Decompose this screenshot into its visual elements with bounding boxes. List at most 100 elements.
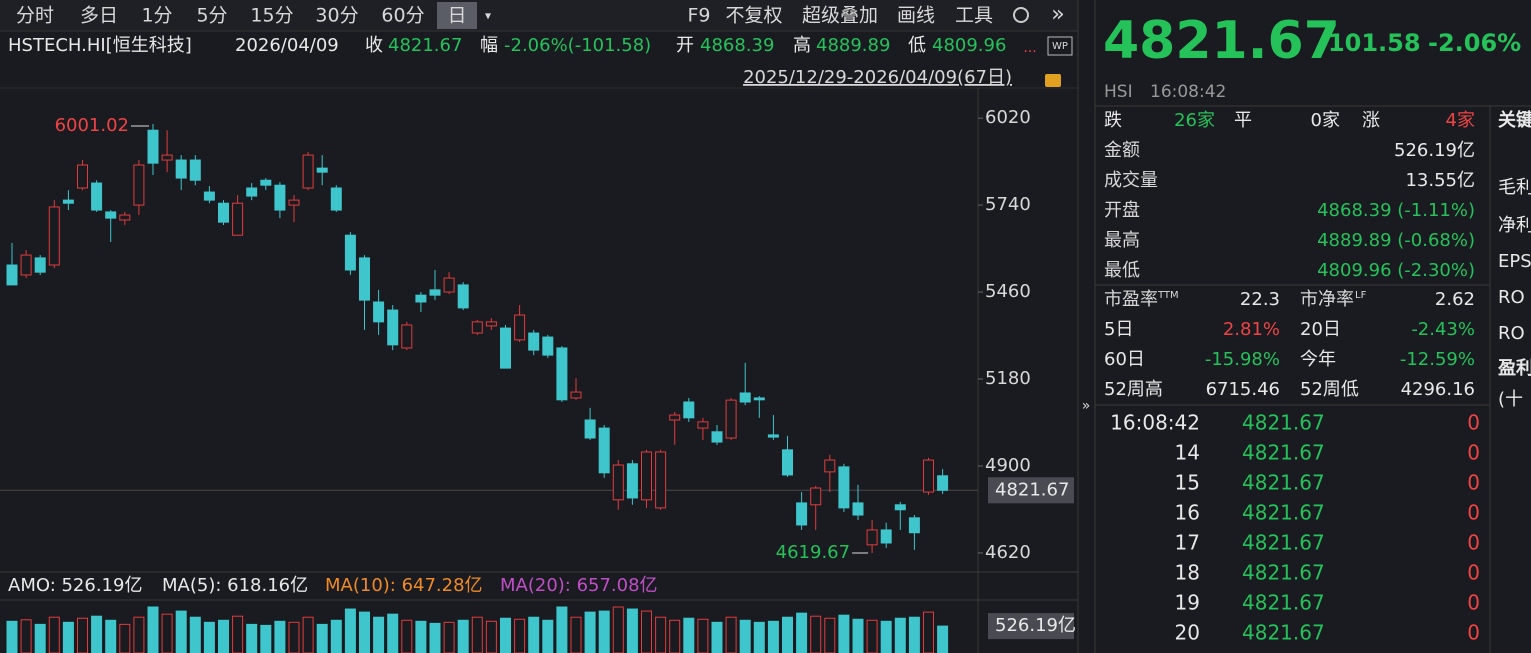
volume-bar: [161, 613, 173, 653]
date-range[interactable]: 2025/12/29-2026/04/09(67日): [743, 67, 1012, 88]
tick-price: 4821.67: [1242, 621, 1325, 645]
tick-volume: 0: [1467, 531, 1480, 555]
volume-bar: [302, 616, 314, 653]
candle-body: [866, 529, 878, 546]
dropdown-icon[interactable]: ▾: [485, 9, 491, 23]
volume-bar: [626, 608, 638, 653]
candle-body: [598, 427, 610, 474]
volume-bar: [542, 619, 554, 653]
candle-body: [203, 191, 215, 201]
period-button[interactable]: 60分: [381, 5, 424, 27]
volume-bar: [274, 620, 286, 653]
more-icon[interactable]: »: [1051, 2, 1064, 27]
period-button[interactable]: 分时: [16, 5, 54, 27]
candle-body: [175, 159, 187, 179]
stat-label: 5日: [1104, 319, 1133, 340]
candle-body: [316, 167, 328, 173]
stat-value: 2.81%: [1223, 319, 1280, 340]
candle-body: [302, 154, 314, 189]
lock-icon[interactable]: [1045, 74, 1061, 87]
tick-time: 20: [1175, 621, 1200, 645]
tick-price: 4821.67: [1242, 411, 1325, 435]
candle-body: [20, 254, 32, 276]
period-button[interactable]: 日: [447, 5, 466, 27]
volume-bar: [316, 623, 328, 653]
price-tag-label: 4821.67: [995, 479, 1069, 500]
volume-bar: [753, 621, 765, 653]
candle-body: [147, 129, 159, 164]
wp-icon[interactable]: [1047, 36, 1073, 56]
volume-bar: [471, 616, 483, 653]
quote-low: 4809.96: [932, 35, 1006, 56]
volume-bar: [725, 616, 737, 653]
period-button[interactable]: 多日: [80, 5, 118, 27]
tick-time: 17: [1175, 531, 1200, 555]
stat-label: 开盘: [1104, 200, 1140, 221]
candle-body: [77, 164, 88, 189]
ratio-sup: LF: [1355, 290, 1367, 301]
tool-button[interactable]: 工具: [955, 5, 993, 27]
candle-body: [852, 502, 864, 516]
tick-price: 4821.67: [1242, 471, 1325, 495]
tick-time: 16:08:42: [1110, 411, 1200, 435]
volume-bar: [711, 621, 723, 653]
stat-label: 金额: [1104, 140, 1140, 161]
candle-body: [6, 264, 18, 286]
volume-bar: [359, 611, 370, 653]
candle-body: [669, 414, 681, 421]
volume-bar: [443, 621, 455, 653]
collapse-icon[interactable]: »: [1082, 398, 1091, 414]
volume-bar: [62, 621, 74, 653]
volume-bar: [91, 615, 103, 653]
candle-body: [612, 464, 624, 501]
stat-label: 52周高: [1104, 379, 1163, 400]
volume-bar: [401, 619, 413, 653]
volume-ma10: MA(10): 647.28亿: [325, 575, 483, 596]
index-code: HSI: [1104, 82, 1133, 102]
quote-close: 4821.67: [388, 35, 462, 56]
volume-bar: [514, 618, 526, 653]
tick-volume: 0: [1467, 441, 1480, 465]
tick-volume: 0: [1467, 471, 1480, 495]
volume-bar: [77, 617, 88, 653]
stat-value: 4296.16: [1401, 379, 1475, 400]
quote-high: 4889.89: [816, 35, 890, 56]
period-button[interactable]: 5分: [196, 5, 227, 27]
breadth-item: 4家: [1446, 110, 1475, 131]
settings-icon[interactable]: [1013, 7, 1029, 23]
candle-body: [782, 449, 793, 476]
stat-value: 526.19亿: [1394, 140, 1475, 161]
period-button[interactable]: 15分: [250, 5, 293, 27]
wp-icon-text: WP: [1052, 41, 1068, 52]
active-period-bg: [437, 2, 477, 29]
tick-time: 16: [1175, 501, 1200, 525]
tool-button[interactable]: F9: [687, 5, 710, 27]
tick-volume: 0: [1467, 501, 1480, 525]
candle-body: [218, 202, 229, 223]
side-label: EPS: [1498, 251, 1531, 272]
volume-bar: [500, 617, 511, 653]
volume-tag: [988, 613, 1074, 640]
candle-body: [711, 431, 723, 443]
volume-ma20: MA(20): 657.08亿: [500, 575, 658, 596]
quote-symbol: HSTECH.HI[恒生科技]: [8, 35, 192, 56]
tool-button[interactable]: 超级叠加: [802, 5, 878, 27]
tool-button[interactable]: 画线: [897, 5, 935, 27]
tick-volume: 0: [1467, 561, 1480, 585]
tool-button[interactable]: 不复权: [725, 5, 782, 27]
y-tick-label: 6020: [985, 107, 1031, 128]
volume-bar: [612, 606, 624, 653]
max-label: 6001.02: [55, 115, 129, 136]
candle-body: [119, 214, 131, 221]
period-button[interactable]: 1分: [141, 5, 172, 27]
side-label: (十: [1498, 389, 1523, 410]
volume-bar: [232, 615, 244, 653]
candle-body: [584, 419, 596, 439]
period-button[interactable]: 30分: [315, 5, 358, 27]
side-label: 关键: [1498, 109, 1531, 131]
breadth-item: 26家: [1174, 110, 1215, 131]
tick-time: 15: [1175, 471, 1200, 495]
tick-time: 19: [1175, 591, 1200, 615]
candle-body: [838, 466, 850, 509]
